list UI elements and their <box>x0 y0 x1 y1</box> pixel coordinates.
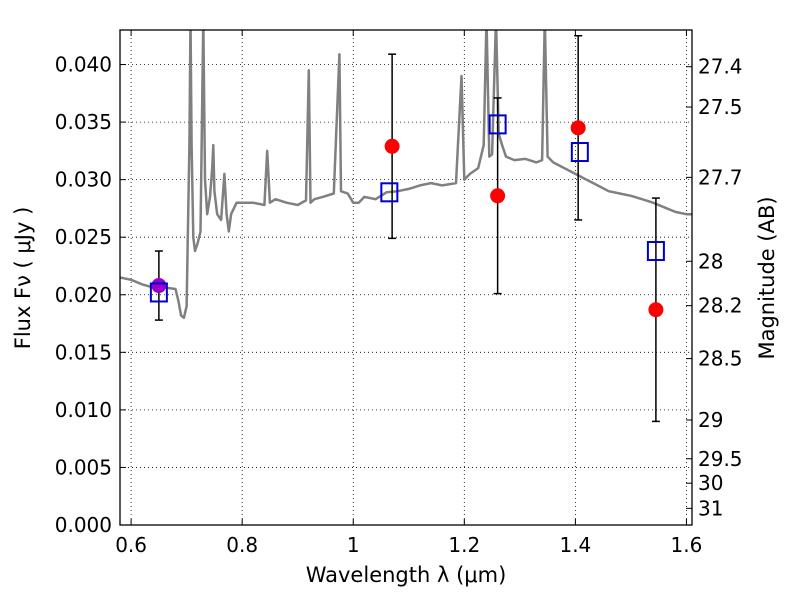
y-tick-label: 0.005 <box>55 455 112 479</box>
y2-tick-label: 28.5 <box>698 347 743 371</box>
y2-tick-label: 30 <box>698 471 723 495</box>
model-point <box>380 182 399 203</box>
y2-tick-label: 27.5 <box>698 95 743 119</box>
observed-point <box>151 278 167 294</box>
observed-point <box>384 138 400 154</box>
observed-layer <box>151 120 664 318</box>
observed-point <box>648 302 664 318</box>
model-layer <box>149 114 665 303</box>
x-tick-label: 1.2 <box>448 533 480 557</box>
y2-tick-label: 28 <box>698 249 723 273</box>
y2-tick-label: 27.7 <box>698 165 743 189</box>
y2-tick-label: 27.4 <box>698 55 743 79</box>
model-point <box>570 142 589 163</box>
observed-point <box>570 120 586 136</box>
x-tick-label: 1.6 <box>671 533 703 557</box>
model-point <box>488 114 507 135</box>
y-tick-label: 0.020 <box>55 283 112 307</box>
model-point <box>149 282 168 303</box>
plot-background <box>120 30 692 525</box>
x-axis-label: Wavelength λ (μm) <box>306 563 507 587</box>
y2-tick-label: 29.5 <box>698 447 743 471</box>
model-point <box>646 241 665 262</box>
x-tick-label: 1 <box>347 533 360 557</box>
x-tick-label: 1.4 <box>559 533 591 557</box>
plot-frame <box>119 29 693 526</box>
y-tick-label: 0.015 <box>55 340 112 364</box>
y-tick-label: 0.040 <box>55 53 112 77</box>
x-tick-label: 0.8 <box>226 533 258 557</box>
spectrum-layer <box>120 30 692 320</box>
y-tick-label: 0.000 <box>55 513 112 537</box>
y2-tick-label: 28.2 <box>698 294 743 318</box>
y-tick-label: 0.010 <box>55 398 112 422</box>
observed-point <box>490 188 506 204</box>
y-tick-label: 0.030 <box>55 168 112 192</box>
y2-tick-label: 29 <box>698 408 723 432</box>
y-tick-label: 0.025 <box>55 225 112 249</box>
ticks: 0.6 0.8 1 1.2 1.4 1.6 0.000 0.005 0.010 0.015 0.02… <box>55 30 743 557</box>
y2-axis-label: Magnitude (AB) <box>755 196 779 359</box>
spectrum-line <box>120 30 692 320</box>
y-tick-label: 0.035 <box>55 110 112 134</box>
y-axis-label: Flux Fν ( μJy ) <box>11 207 35 350</box>
y2-tick-label: 31 <box>698 496 723 520</box>
x-tick-label: 0.6 <box>115 533 147 557</box>
